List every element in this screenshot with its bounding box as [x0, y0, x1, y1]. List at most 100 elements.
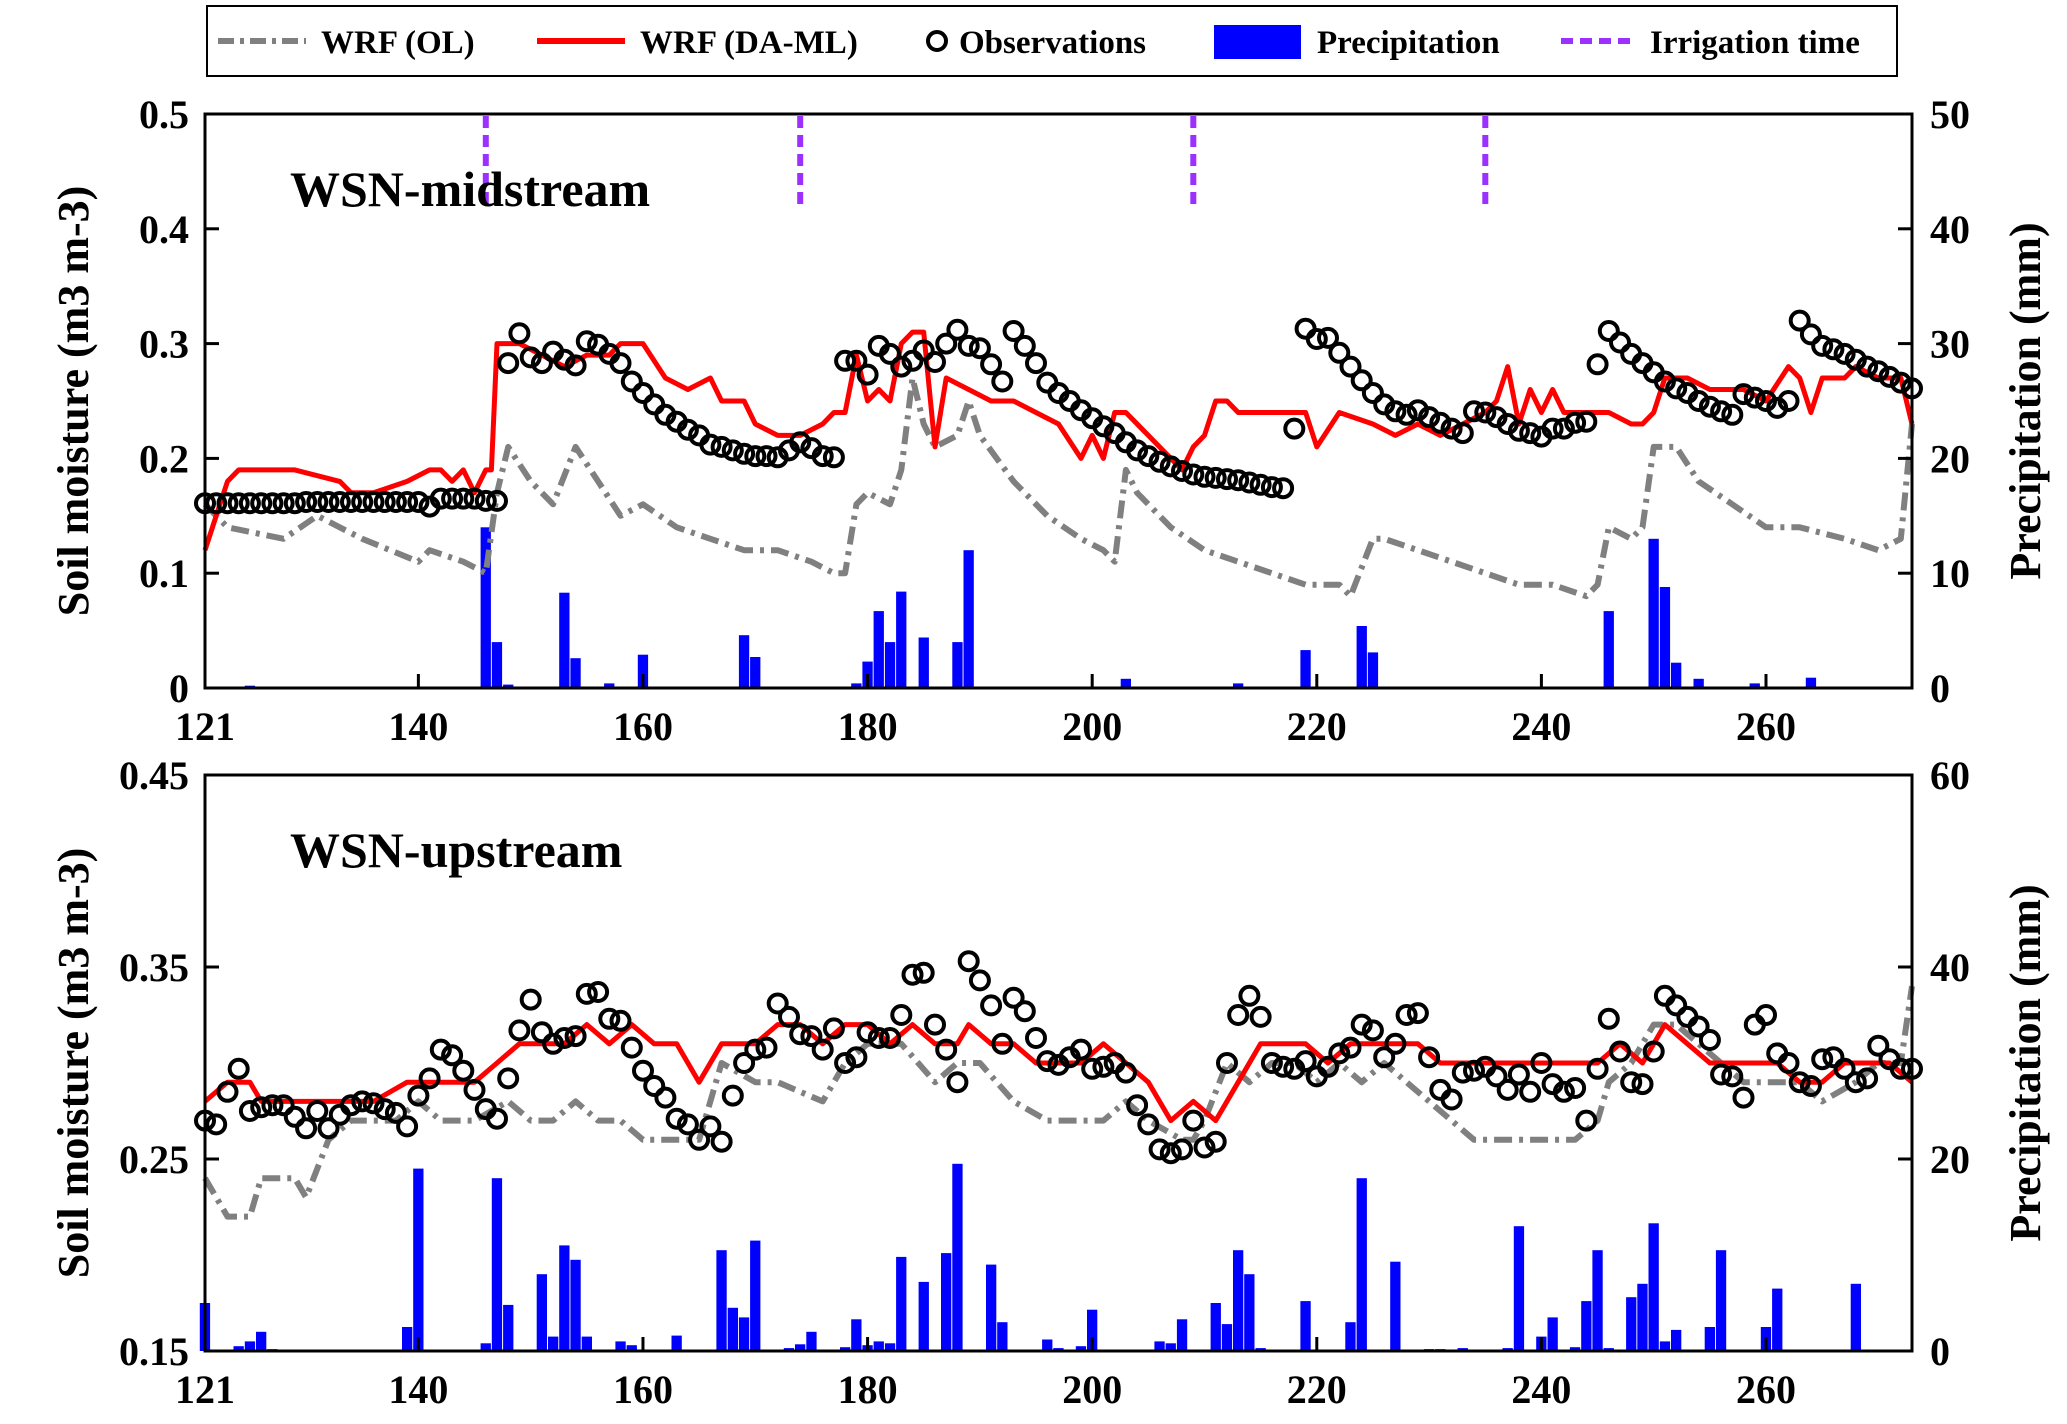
observation-point-73 — [1013, 334, 1036, 357]
observation-point-70 — [980, 994, 1003, 1017]
observation-point-67 — [946, 1071, 969, 1094]
observation-point-24 — [463, 1078, 486, 1101]
observation-point-97 — [1283, 417, 1306, 440]
y2-tick-label-0: 0 — [1930, 666, 1950, 711]
observation-point-37 — [609, 352, 632, 375]
observation-point-8 — [283, 492, 306, 515]
observation-point-111 — [1440, 417, 1463, 440]
precip-bar-44 — [1221, 1324, 1233, 1351]
observation-point-118 — [1519, 422, 1542, 445]
observation-point-59 — [856, 1021, 879, 1044]
observation-point-131 — [1665, 377, 1688, 400]
observation-point-9 — [295, 1117, 318, 1140]
observation-point-134 — [1698, 1029, 1721, 1051]
legend: WRF (OL) WRF (DA-ML) Observations Precip… — [206, 5, 1898, 77]
observation-point-84 — [1137, 445, 1160, 468]
observation-point-61 — [879, 342, 901, 365]
observation-point-50 — [755, 445, 778, 468]
precip-bar-51 — [1390, 1261, 1401, 1351]
observation-point-5 — [250, 492, 273, 515]
observation-point-72 — [1002, 986, 1025, 1009]
observation-point-85 — [1148, 1138, 1171, 1161]
legend-label-irrigation: Irrigation time — [1650, 25, 1860, 61]
observation-point-65 — [924, 351, 946, 373]
observation-point-58 — [845, 349, 868, 372]
observation-point-6 — [261, 492, 284, 515]
observation-point-94 — [1249, 1005, 1272, 1028]
panel-upstream: 121 140 160 180 200 220 240 2600.150.250.350.45… — [49, 753, 2050, 1412]
observation-point-78 — [1070, 1038, 1092, 1061]
observation-point-2 — [216, 492, 239, 515]
observation-point-3 — [227, 1057, 250, 1080]
observation-point-29 — [519, 346, 542, 369]
observation-point-128 — [1631, 1073, 1654, 1096]
precip-bar-8 — [738, 635, 750, 688]
observation-point-107 — [1395, 403, 1418, 426]
observation-point-47 — [721, 439, 744, 462]
observation-point-133 — [1687, 1015, 1710, 1038]
observation-point-45 — [699, 1115, 722, 1138]
observation-point-111 — [1440, 1088, 1463, 1111]
observation-point-117 — [1507, 419, 1530, 442]
observation-point-134 — [1698, 395, 1721, 418]
observation-point-131 — [1665, 994, 1688, 1017]
observation-point-109 — [1418, 406, 1441, 429]
observation-point-126 — [1609, 331, 1631, 354]
observation-point-117 — [1507, 1063, 1530, 1086]
observation-point-138 — [1743, 386, 1766, 409]
observation-point-37 — [609, 1009, 632, 1032]
observation-point-70 — [980, 353, 1003, 376]
observation-point-75 — [1036, 1050, 1059, 1073]
precip-bar-41 — [1165, 1343, 1176, 1351]
observation-point-141 — [1777, 390, 1800, 412]
observation-point-31 — [542, 1032, 565, 1055]
observation-point-118 — [1519, 1080, 1542, 1103]
observation-point-40 — [643, 1075, 666, 1097]
precip-bar-71 — [1772, 1288, 1783, 1351]
y2-tick-label-2: 20 — [1930, 436, 1970, 481]
precip-bar-42 — [1176, 1319, 1188, 1351]
observation-point-59 — [856, 363, 879, 386]
precip-bar-5 — [402, 1327, 413, 1351]
observation-point-68 — [957, 950, 980, 973]
observation-point-88 — [1182, 1109, 1205, 1132]
precip-bar-48 — [1300, 1301, 1311, 1351]
precip-bar-12 — [559, 1245, 570, 1351]
precip-bar-7 — [480, 1343, 491, 1351]
observation-point-113 — [1463, 1059, 1485, 1082]
observation-point-143 — [1799, 1075, 1822, 1097]
observation-point-68 — [957, 334, 980, 357]
observation-point-126 — [1609, 1040, 1631, 1063]
observation-point-33 — [564, 1025, 587, 1048]
observation-point-144 — [1811, 1048, 1834, 1071]
precip-bar-61 — [1592, 1250, 1603, 1351]
observation-point-25 — [474, 489, 497, 512]
observation-point-10 — [306, 1100, 329, 1122]
precip-bar-1 — [233, 1346, 244, 1351]
precip-bar-18 — [716, 1250, 727, 1351]
precip-bar-4 — [559, 592, 570, 688]
precip-bar-2 — [244, 1341, 256, 1351]
observation-point-38 — [620, 1036, 643, 1059]
observation-point-54 — [800, 1025, 823, 1048]
precip-bar-1 — [480, 527, 491, 688]
x-tick-label-5: 220 — [1287, 704, 1347, 749]
observation-point-124 — [1586, 353, 1609, 376]
observation-point-105 — [1373, 1046, 1396, 1069]
series-line-wrf-da-ml — [202, 329, 1915, 551]
observation-point-64 — [912, 339, 935, 362]
observation-point-62 — [890, 355, 913, 378]
observation-point-95 — [1260, 1052, 1283, 1074]
observation-point-23 — [452, 1059, 475, 1082]
x-tick-label-5: 220 — [1287, 1367, 1347, 1412]
observation-point-137 — [1732, 1086, 1755, 1109]
observation-point-115 — [1485, 1065, 1508, 1088]
panel-midstream: 121 140 160 180 200 220 240 26000.10.20.30.40.5… — [49, 92, 2050, 749]
precip-bar-46 — [1244, 1274, 1255, 1351]
observation-point-74 — [1025, 1027, 1047, 1049]
precip-bar-50 — [1356, 1178, 1367, 1351]
precip-bar-10 — [536, 1274, 547, 1351]
precip-bar-17 — [671, 1335, 682, 1351]
observation-point-7 — [272, 1094, 295, 1117]
legend-box — [206, 5, 1898, 77]
